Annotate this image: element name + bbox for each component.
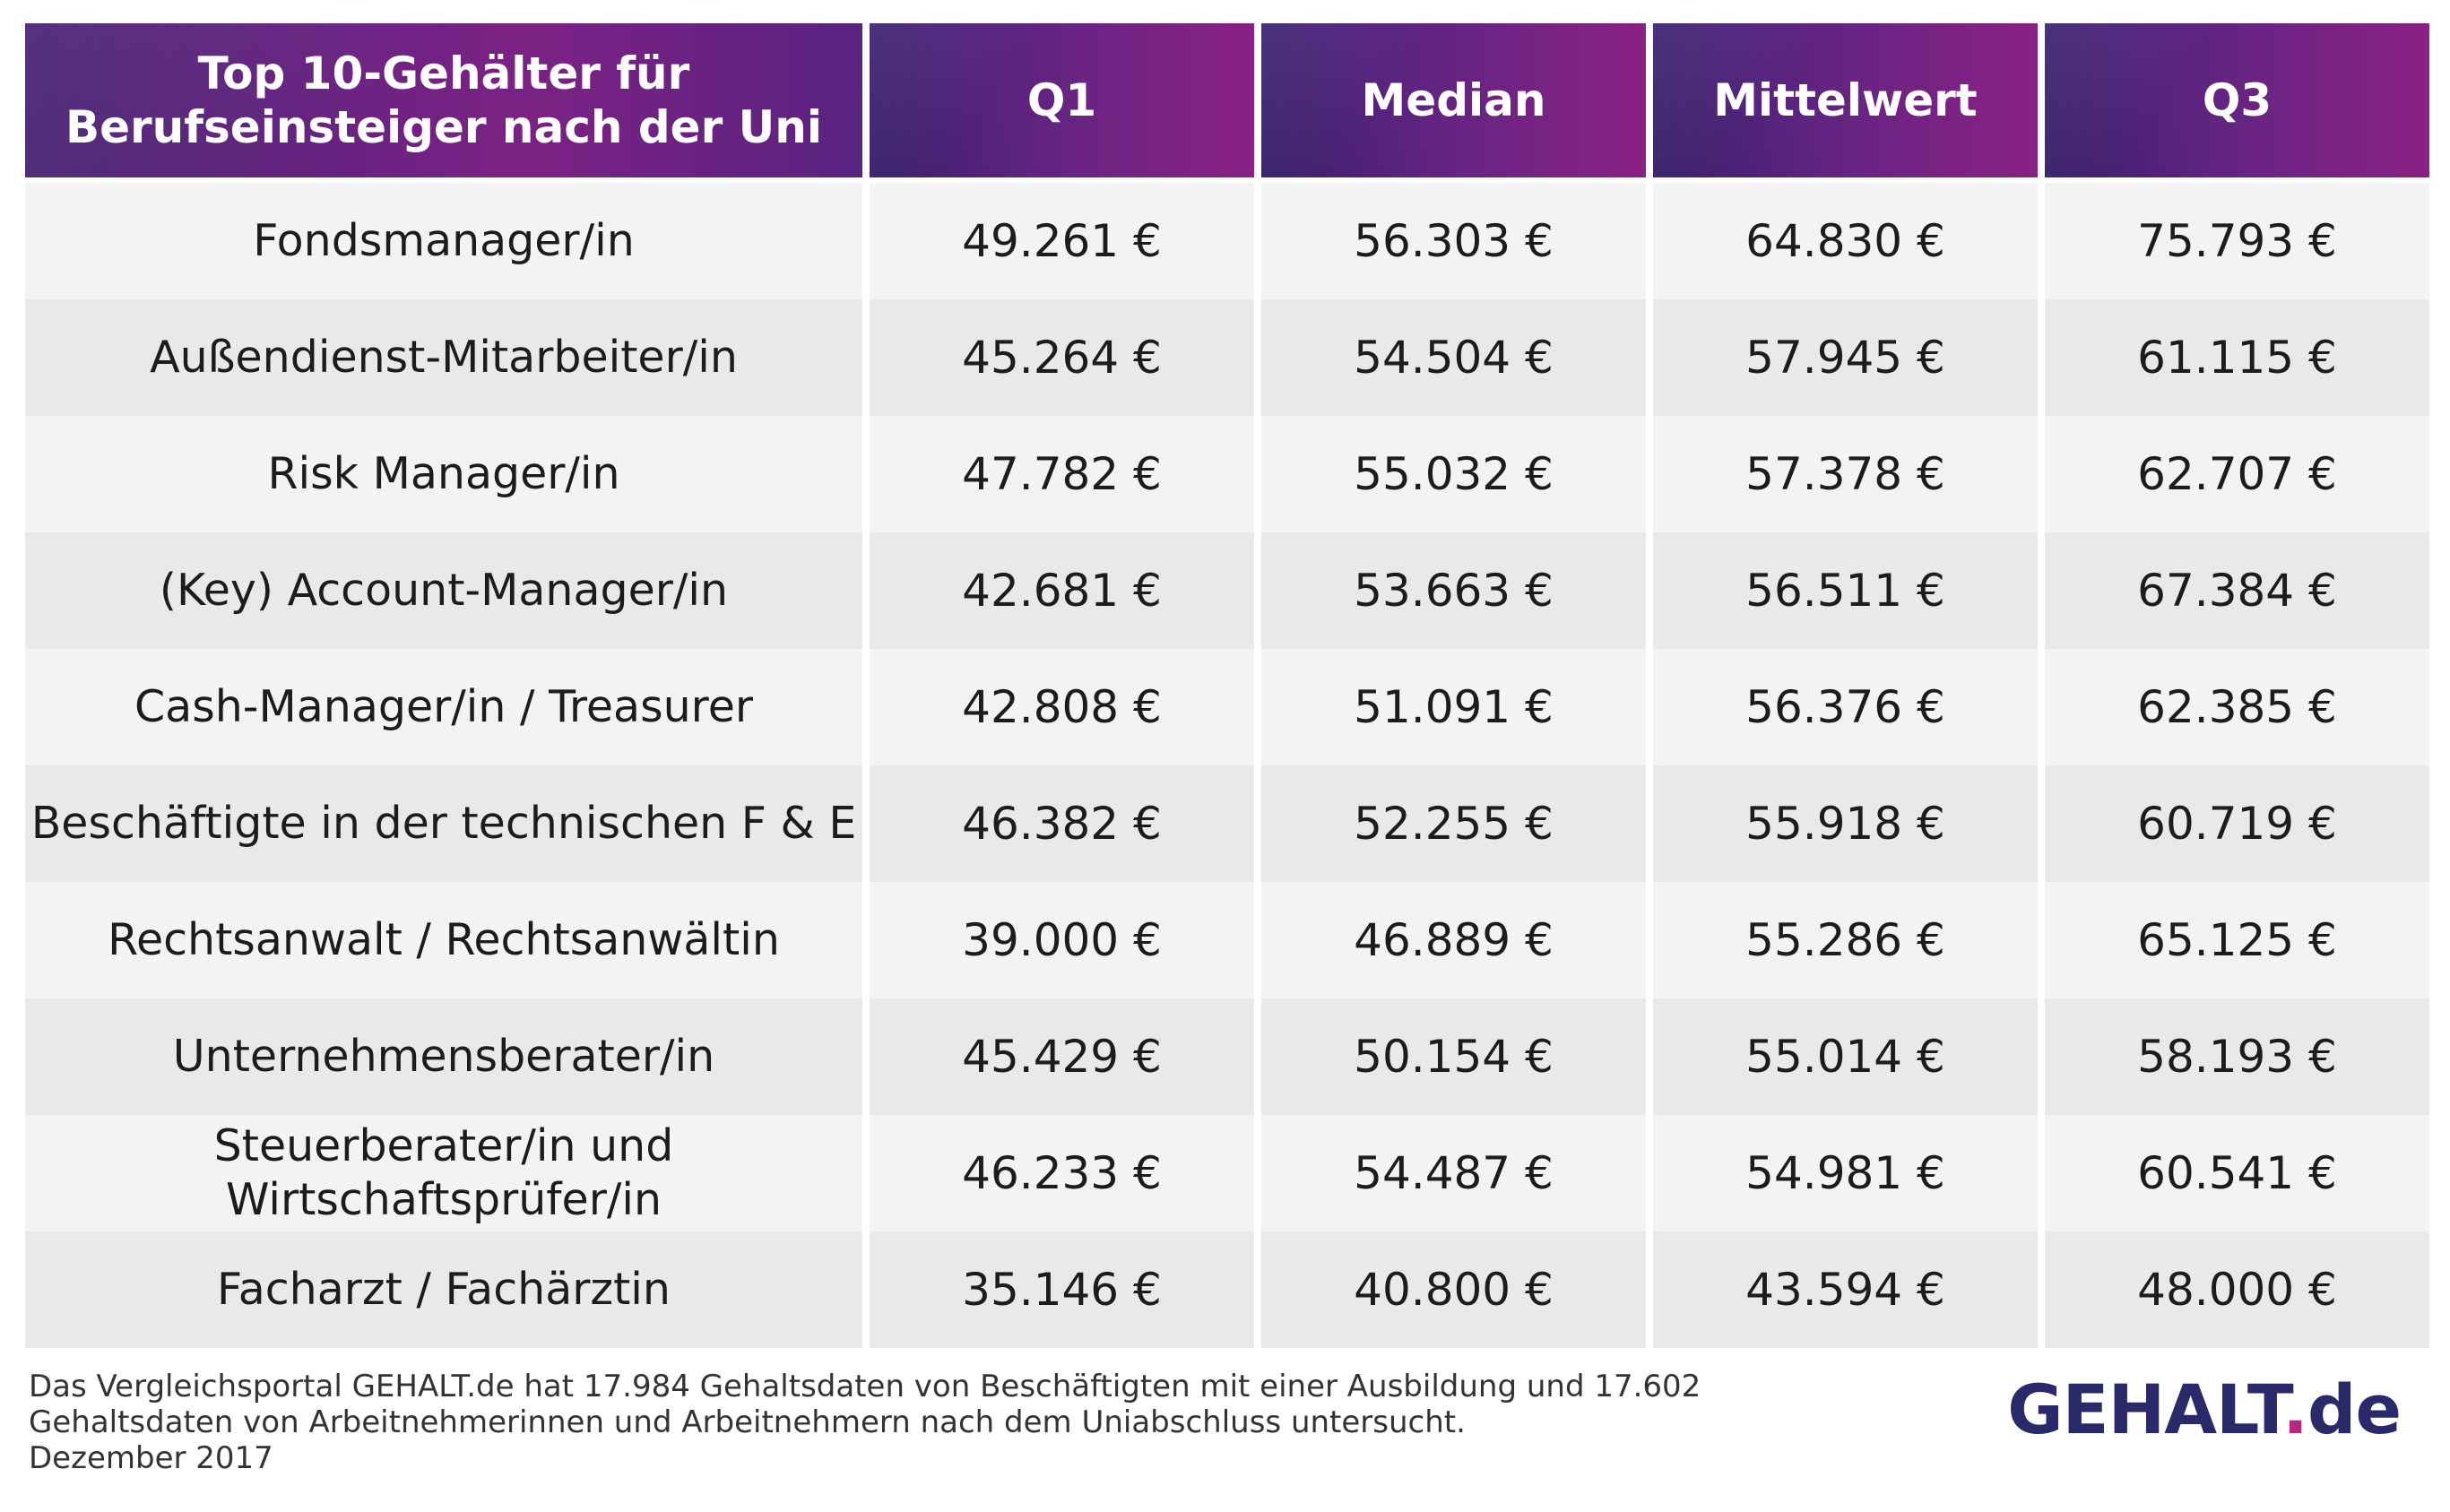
value-cell-median: 55.032 € xyxy=(1261,416,1646,532)
table-row: Risk Manager/in 47.782 €55.032 €57.378 €6… xyxy=(25,416,2429,532)
job-title-line: Rechtsanwalt / Rechtsanwältin xyxy=(108,914,780,965)
logo-tld: de xyxy=(2307,1369,2402,1449)
value-cell-median: 56.303 € xyxy=(1261,183,1646,299)
header-q3: Q3 xyxy=(2045,23,2429,183)
value-cell-median: 54.504 € xyxy=(1261,299,1646,416)
value-cell-q1: 45.264 € xyxy=(870,299,1254,416)
value-cell-mittelwert: 55.918 € xyxy=(1653,765,2038,882)
value-cell-median: 51.091 € xyxy=(1261,649,1646,765)
job-title-line: Außendienst-Mitarbeiter/in xyxy=(150,332,738,383)
table-header-row: Top 10-Gehälter für Berufseinsteiger nac… xyxy=(25,23,2429,183)
value-cell-median: 40.800 € xyxy=(1261,1231,1646,1348)
job-title-cell: Fondsmanager/in xyxy=(25,183,862,299)
table-row: Rechtsanwalt / Rechtsanwältin 39.000 €46.… xyxy=(25,882,2429,998)
table-row: Außendienst-Mitarbeiter/in 45.264 €54.504… xyxy=(25,299,2429,416)
header-title-line-2: Berufseinsteiger nach der Uni xyxy=(65,101,822,153)
value-cell-q1: 39.000 € xyxy=(870,882,1254,998)
table-row: Fondsmanager/in 49.261 €56.303 €64.830 €7… xyxy=(25,183,2429,299)
job-title-line: Wirtschaftsprüfer/in xyxy=(225,1174,662,1225)
logo-dot: . xyxy=(2282,1369,2308,1449)
job-title-line: Cash-Manager/in / Treasurer xyxy=(134,681,754,732)
job-title-cell: Rechtsanwalt / Rechtsanwältin xyxy=(25,882,862,998)
value-cell-q3: 58.193 € xyxy=(2045,998,2429,1115)
table-row: Cash-Manager/in / Treasurer 42.808 €51.09… xyxy=(25,649,2429,765)
source-footnote: Das Vergleichsportal GEHALT.de hat 17.98… xyxy=(29,1369,1732,1476)
value-cell-median: 46.889 € xyxy=(1261,882,1646,998)
value-cell-median: 52.255 € xyxy=(1261,765,1646,882)
job-title-line: Fondsmanager/in xyxy=(253,215,635,266)
job-title-cell: Cash-Manager/in / Treasurer xyxy=(25,649,862,765)
job-title-cell: Außendienst-Mitarbeiter/in xyxy=(25,299,862,416)
job-title-cell: Risk Manager/in xyxy=(25,416,862,532)
value-cell-q1: 42.681 € xyxy=(870,532,1254,649)
value-cell-mittelwert: 64.830 € xyxy=(1653,183,2038,299)
value-cell-median: 53.663 € xyxy=(1261,532,1646,649)
value-cell-mittelwert: 57.378 € xyxy=(1653,416,2038,532)
table-row: (Key) Account-Manager/in 42.681 €53.663 €… xyxy=(25,532,2429,649)
value-cell-mittelwert: 56.376 € xyxy=(1653,649,2038,765)
value-cell-q3: 62.385 € xyxy=(2045,649,2429,765)
value-cell-q3: 60.541 € xyxy=(2045,1115,2429,1231)
job-title-cell: Unternehmensberater/in xyxy=(25,998,862,1115)
value-cell-q1: 35.146 € xyxy=(870,1231,1254,1348)
value-cell-mittelwert: 43.594 € xyxy=(1653,1231,2038,1348)
value-cell-q1: 42.808 € xyxy=(870,649,1254,765)
value-cell-q3: 75.793 € xyxy=(2045,183,2429,299)
header-mittelwert: Mittelwert xyxy=(1653,23,2038,183)
header-q1: Q1 xyxy=(870,23,1254,183)
footnote-line-1: Das Vergleichsportal GEHALT.de hat 17.98… xyxy=(29,1369,1701,1404)
table-row: Facharzt / Fachärztin 35.146 €40.800 €43.… xyxy=(25,1231,2429,1348)
logo-brand: GEHALT xyxy=(2007,1369,2283,1449)
header-job-column: Top 10-Gehälter für Berufseinsteiger nac… xyxy=(25,23,862,183)
value-cell-mittelwert: 54.981 € xyxy=(1653,1115,2038,1231)
footnote-date: Dezember 2017 xyxy=(29,1440,273,1476)
value-cell-q1: 46.233 € xyxy=(870,1115,1254,1231)
header-median: Median xyxy=(1261,23,1646,183)
job-title-line: Unternehmensberater/in xyxy=(172,1031,715,1082)
salary-table: Top 10-Gehälter für Berufseinsteiger nac… xyxy=(18,23,2437,1348)
value-cell-q1: 49.261 € xyxy=(870,183,1254,299)
value-cell-q3: 62.707 € xyxy=(2045,416,2429,532)
job-title-cell: Facharzt / Fachärztin xyxy=(25,1231,862,1348)
job-title-cell: Steuerberater/in und Wirtschaftsprüfer/in xyxy=(25,1115,862,1231)
value-cell-q3: 65.125 € xyxy=(2045,882,2429,998)
value-cell-mittelwert: 55.286 € xyxy=(1653,882,2038,998)
table-body: Fondsmanager/in 49.261 €56.303 €64.830 €7… xyxy=(25,183,2429,1348)
gehalt-logo: GEHALT.de xyxy=(2007,1369,2402,1450)
value-cell-q1: 46.382 € xyxy=(870,765,1254,882)
job-title-line: Risk Manager/in xyxy=(267,448,620,499)
job-title-line: (Key) Account-Manager/in xyxy=(159,565,729,616)
footnote-line-2: Gehaltsdaten von Arbeitnehmerinnen und A… xyxy=(29,1404,1466,1440)
value-cell-q1: 45.429 € xyxy=(870,998,1254,1115)
job-title-cell: (Key) Account-Manager/in xyxy=(25,532,862,649)
value-cell-q3: 67.384 € xyxy=(2045,532,2429,649)
value-cell-q1: 47.782 € xyxy=(870,416,1254,532)
value-cell-mittelwert: 55.014 € xyxy=(1653,998,2038,1115)
job-title-line: Facharzt / Fachärztin xyxy=(217,1264,671,1315)
table-row: Steuerberater/in und Wirtschaftsprüfer/in… xyxy=(25,1115,2429,1231)
job-title-line: Beschäftigte in der technischen F & E xyxy=(30,798,857,849)
value-cell-q3: 60.719 € xyxy=(2045,765,2429,882)
value-cell-mittelwert: 56.511 € xyxy=(1653,532,2038,649)
value-cell-q3: 61.115 € xyxy=(2045,299,2429,416)
table-row: Unternehmensberater/in 45.429 €50.154 €55… xyxy=(25,998,2429,1115)
job-title-cell: Beschäftigte in der technischen F & E xyxy=(25,765,862,882)
table-row: Beschäftigte in der technischen F & E 46.… xyxy=(25,765,2429,882)
value-cell-median: 54.487 € xyxy=(1261,1115,1646,1231)
job-title-line: Steuerberater/in und xyxy=(213,1120,674,1171)
header-title-line-1: Top 10-Gehälter für xyxy=(197,48,690,99)
value-cell-q3: 48.000 € xyxy=(2045,1231,2429,1348)
value-cell-median: 50.154 € xyxy=(1261,998,1646,1115)
value-cell-mittelwert: 57.945 € xyxy=(1653,299,2038,416)
